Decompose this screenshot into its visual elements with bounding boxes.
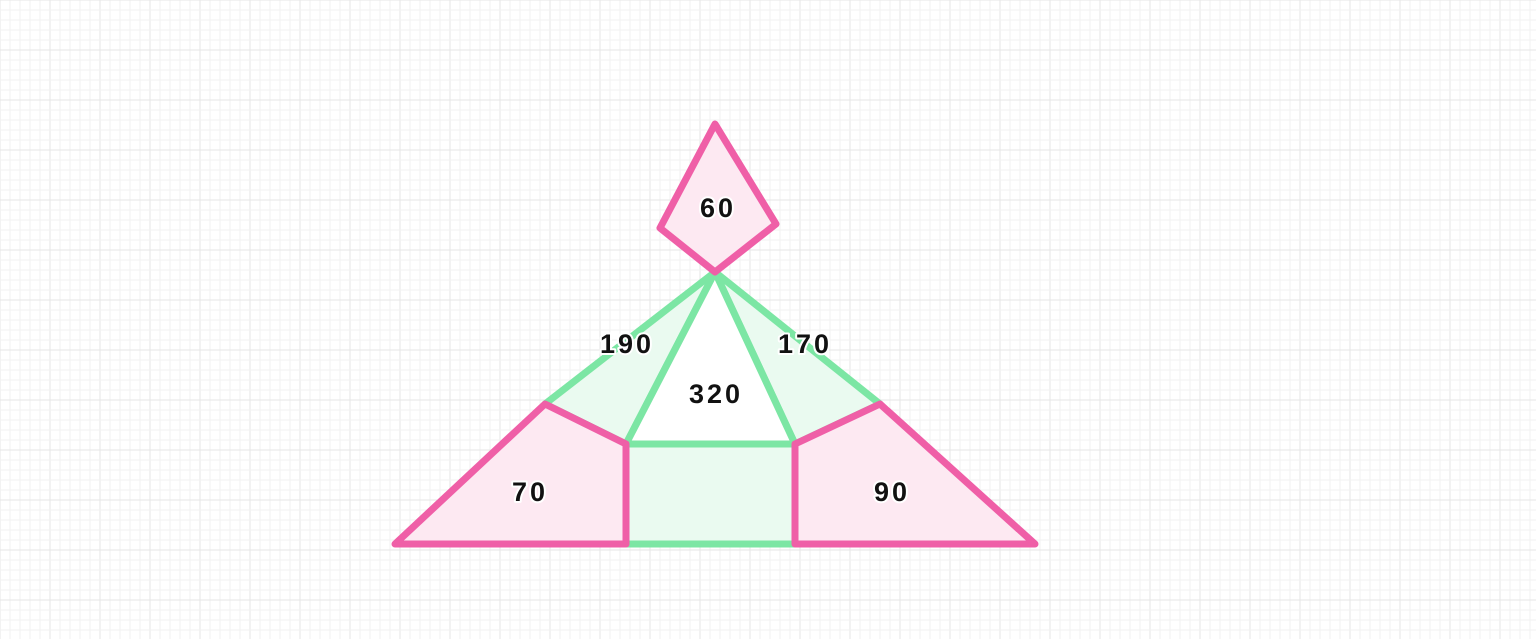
lbl_70: 70 [512,477,548,507]
diagram-canvas: 60 190 170 320 70 90 [0,0,1536,639]
lbl_190: 190 [600,329,654,359]
lbl_60: 60 [700,193,736,223]
lbl_90: 90 [874,477,910,507]
green_bottom_rect [626,444,795,544]
lbl_320: 320 [689,379,743,409]
lbl_170: 170 [778,329,832,359]
